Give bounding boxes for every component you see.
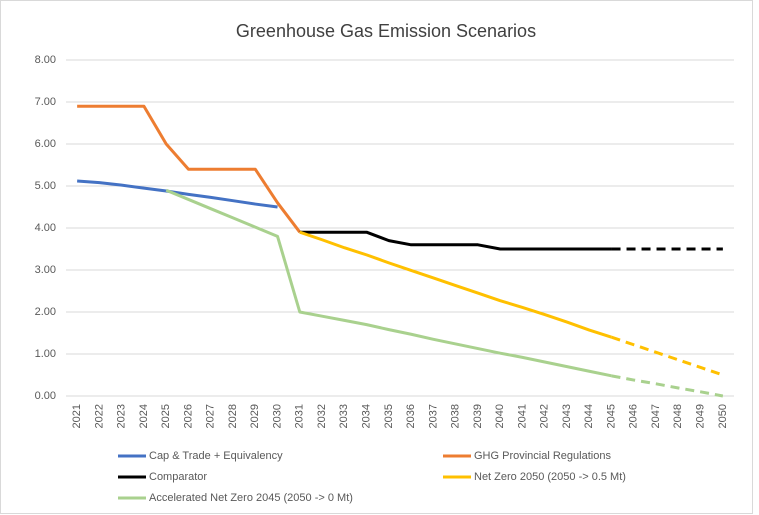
x-tick-label: 2035: [383, 404, 395, 428]
legend-label: GHG Provincial Regulations: [474, 450, 611, 462]
x-tick-label: 2039: [472, 404, 484, 428]
x-tick-label: 2044: [583, 404, 595, 428]
x-tick-label: 2048: [672, 404, 684, 428]
x-tick-label: 2041: [516, 404, 528, 428]
x-tick-label: 2045: [605, 404, 617, 428]
series-line: [77, 104, 301, 234]
x-tick-label: 2027: [205, 404, 217, 428]
x-tick-label: 2025: [160, 404, 172, 428]
series-line: [299, 230, 612, 251]
series-line-dashed: [611, 335, 724, 377]
x-tick-label: 2037: [427, 404, 439, 428]
x-tick-label: 2028: [227, 404, 239, 428]
y-tick-label: 7.00: [35, 96, 56, 108]
legend-label: Accelerated Net Zero 2045 (2050 -> 0 Mt): [149, 492, 353, 504]
y-tick-label: 0.00: [35, 390, 56, 402]
x-tick-label: 2031: [294, 404, 306, 428]
series-line-dashed: [611, 374, 724, 398]
y-tick-label: 6.00: [35, 138, 56, 150]
series-line: [299, 230, 612, 339]
x-tick-label: 2022: [93, 404, 105, 428]
x-tick-label: 2026: [182, 404, 194, 428]
x-tick-label: 2029: [249, 404, 261, 428]
y-tick-label: 8.00: [35, 54, 56, 66]
x-tick-label: 2049: [695, 404, 707, 428]
x-tick-label: 2040: [494, 404, 506, 428]
y-tick-label: 2.00: [35, 306, 56, 318]
y-tick-label: 3.00: [35, 264, 56, 276]
x-tick-label: 2034: [361, 404, 373, 428]
y-tick-label: 1.00: [35, 348, 56, 360]
y-tick-label: 4.00: [35, 222, 56, 234]
x-tick-label: 2036: [405, 404, 417, 428]
x-tick-label: 2050: [717, 404, 729, 428]
x-tick-label: 2046: [628, 404, 640, 428]
x-tick-label: 2042: [539, 404, 551, 428]
x-tick-label: 2021: [71, 404, 83, 428]
x-tick-label: 2043: [561, 404, 573, 428]
x-tick-label: 2033: [338, 404, 350, 428]
legend-label: Net Zero 2050 (2050 -> 0.5 Mt): [474, 471, 626, 483]
x-tick-label: 2047: [650, 404, 662, 428]
x-tick-label: 2032: [316, 404, 328, 428]
series-line: [165, 188, 612, 378]
legend-label: Comparator: [149, 471, 207, 483]
x-tick-label: 2030: [271, 404, 283, 428]
x-tick-label: 2038: [450, 404, 462, 428]
legend-label: Cap & Trade + Equivalency: [149, 450, 283, 462]
x-tick-label: 2023: [116, 404, 128, 428]
y-tick-label: 5.00: [35, 180, 56, 192]
series-line: [77, 179, 278, 209]
x-tick-label: 2024: [138, 404, 150, 428]
chart-title: Greenhouse Gas Emission Scenarios: [236, 21, 536, 41]
